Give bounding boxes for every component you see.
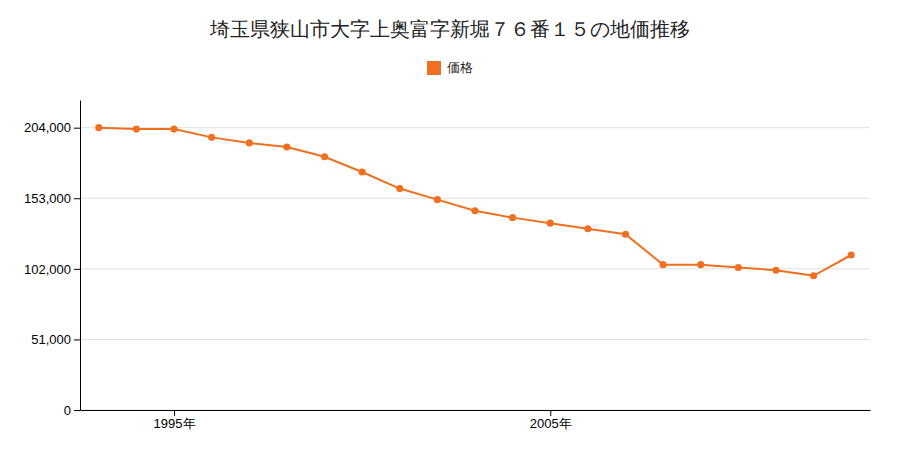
- x-tick-label: 2005年: [530, 416, 572, 431]
- y-tick: 51,000: [31, 332, 80, 347]
- grid-line: [80, 198, 870, 199]
- point: [622, 231, 629, 238]
- x-tick: 2005年: [530, 410, 572, 431]
- x-axis-line: [81, 410, 871, 411]
- y-tick: 153,000: [24, 191, 80, 206]
- y-tick-label: 0: [64, 403, 71, 418]
- x-tick: 1995年: [154, 410, 196, 431]
- point: [810, 272, 817, 279]
- point: [660, 261, 667, 268]
- y-tick-mark: [74, 128, 80, 129]
- y-tick: 0: [64, 403, 80, 418]
- point: [95, 124, 102, 131]
- point: [434, 196, 441, 203]
- y-tick-label: 51,000: [31, 332, 71, 347]
- legend-item: 価格: [427, 60, 473, 75]
- plot: 0 51,000 102,000 153,000 204,000 1995年 2005年: [24, 101, 871, 432]
- point: [772, 267, 779, 274]
- y-tick-mark: [74, 198, 80, 199]
- point: [133, 125, 140, 132]
- point: [848, 251, 855, 258]
- grid-line: [80, 127, 870, 128]
- point: [584, 225, 591, 232]
- y-tick: 204,000: [24, 120, 80, 135]
- grid-line: [80, 410, 870, 411]
- y-tick-mark: [74, 410, 80, 411]
- point: [359, 168, 366, 175]
- point: [547, 220, 554, 227]
- legend: 価格: [427, 60, 473, 75]
- chart: 埼玉県狭山市大字上奥富字新堀７６番１５の地価推移 0 51,000 102,000 15…: [0, 0, 900, 450]
- point: [396, 185, 403, 192]
- y-tick-label: 153,000: [24, 191, 71, 206]
- point: [246, 139, 253, 146]
- x-tick-mark: [550, 410, 551, 416]
- grid: [80, 128, 870, 410]
- y-axis: 0 51,000 102,000 153,000 204,000: [24, 101, 81, 418]
- x-tick-label: 1995年: [154, 416, 196, 431]
- point: [509, 214, 516, 221]
- x-tick-mark: [174, 410, 175, 416]
- line: [99, 128, 851, 276]
- point: [697, 261, 704, 268]
- y-tick-label: 204,000: [24, 120, 71, 135]
- point: [170, 125, 177, 132]
- y-tick-label: 102,000: [24, 261, 71, 276]
- point: [735, 264, 742, 271]
- x-axis: 1995年 2005年: [81, 410, 871, 431]
- point: [283, 143, 290, 150]
- point: [471, 207, 478, 214]
- y-tick-mark: [74, 339, 80, 340]
- title: 埼玉県狭山市大字上奥富字新堀７６番１５の地価推移: [209, 17, 690, 41]
- data: [95, 124, 855, 279]
- legend-swatch: [427, 61, 441, 75]
- y-tick: 102,000: [24, 261, 80, 276]
- grid-line: [80, 339, 870, 340]
- point: [321, 153, 328, 160]
- y-tick-mark: [74, 269, 80, 270]
- point: [208, 134, 215, 141]
- legend-label: 価格: [447, 60, 473, 75]
- y-axis-line: [80, 101, 81, 411]
